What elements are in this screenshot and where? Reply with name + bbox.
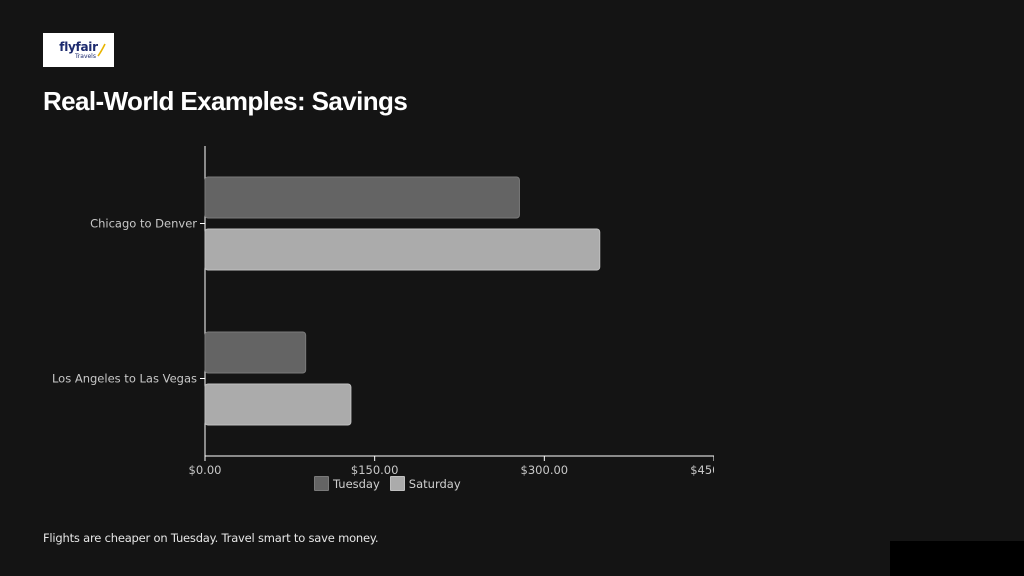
flyfair-logo: flyfair Travels: [43, 33, 114, 67]
x-tick-label: $450.00: [690, 463, 738, 477]
legend-label-saturday: Saturday: [408, 476, 461, 491]
footnote: Flights are cheaper on Tuesday. Travel s…: [43, 531, 379, 545]
legend-swatch-tuesday: [314, 476, 329, 491]
bar-saturday-la-las-vegas: [204, 383, 352, 426]
swoosh-icon: [97, 43, 106, 57]
bar-tuesday-la-las-vegas: [204, 331, 307, 374]
x-tick-label: $0.00: [189, 463, 222, 477]
legend-swatch-saturday: [389, 476, 405, 491]
logo-name: flyfair: [59, 39, 98, 54]
slide-title: Real-World Examples: Savings: [43, 86, 408, 116]
y-tick-label: Los Angeles to Las Vegas: [52, 372, 197, 386]
bar-saturday-chicago-denver: [204, 228, 601, 271]
legend-item-tuesday: Tuesday: [314, 476, 380, 491]
y-tick-label: Chicago to Denver: [90, 217, 197, 231]
corner-block: [890, 541, 1024, 576]
x-tick-label: $150.00: [351, 463, 399, 477]
legend-item-saturday: Saturday: [389, 476, 461, 491]
x-tick-label: $300.00: [521, 463, 569, 477]
bar-tuesday-chicago-denver: [204, 176, 520, 219]
chart-legend: Tuesday Saturday: [314, 476, 471, 491]
logo-subtitle: Travels: [75, 52, 96, 60]
legend-label-tuesday: Tuesday: [333, 476, 380, 491]
